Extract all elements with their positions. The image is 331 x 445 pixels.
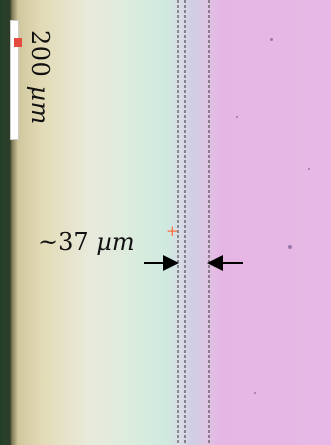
scale-bar <box>10 20 19 140</box>
dust-speck <box>308 168 310 170</box>
plus-marker-icon: + <box>166 222 179 240</box>
scale-bar-unit: µm <box>26 85 54 125</box>
dust-speck <box>270 38 273 41</box>
measurement-label: ~37 µm <box>38 228 135 256</box>
scale-bar-value: 200 <box>26 30 54 78</box>
dust-speck <box>288 245 292 249</box>
dust-speck <box>254 392 256 394</box>
scale-bar-label: 200 µm <box>26 30 54 125</box>
measurement-value: ~37 <box>38 228 89 256</box>
dust-speck <box>236 116 238 118</box>
scale-bar-marker <box>14 38 22 47</box>
boundary-band <box>177 0 209 445</box>
measurement-unit: µm <box>96 228 135 256</box>
